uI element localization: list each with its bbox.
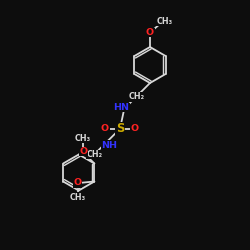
Text: CH₃: CH₃ — [156, 17, 172, 26]
Text: S: S — [116, 122, 124, 135]
Text: O: O — [79, 147, 87, 156]
Text: CH₂: CH₂ — [128, 92, 144, 101]
Text: CH₂: CH₂ — [86, 150, 102, 159]
Text: CH₃: CH₃ — [75, 134, 91, 143]
Text: NH: NH — [101, 141, 117, 150]
Text: O: O — [74, 178, 82, 187]
Text: O: O — [146, 28, 154, 37]
Text: O: O — [101, 124, 109, 133]
Text: HN: HN — [113, 103, 129, 112]
Text: O: O — [131, 124, 139, 133]
Text: CH₃: CH₃ — [70, 193, 86, 202]
